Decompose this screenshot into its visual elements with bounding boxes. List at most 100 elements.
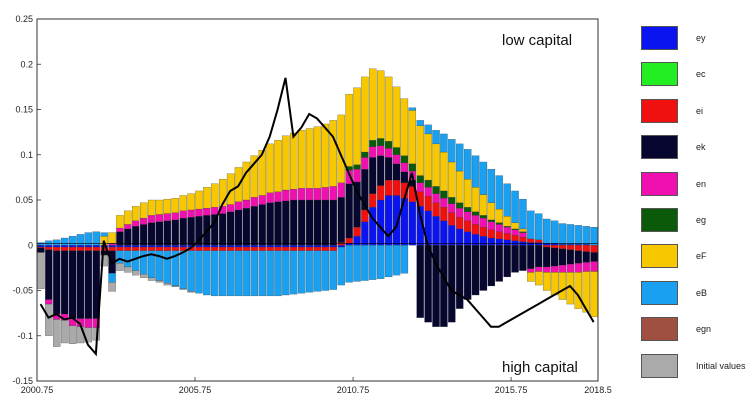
- bar-eg-55: [471, 211, 480, 216]
- bar-ey-52: [448, 225, 456, 246]
- bar-en-63: [535, 266, 543, 272]
- annotation-top: low capital: [502, 32, 572, 49]
- bar-initial-values-19: [187, 291, 195, 293]
- bar-ei-5: [76, 246, 85, 251]
- bar-ef-69: [582, 271, 590, 313]
- bar-ey-57: [487, 237, 496, 246]
- bar-eb-46: [400, 245, 409, 274]
- legend-item-initial-values: Initial values: [641, 353, 748, 390]
- bar-en-65: [550, 265, 559, 273]
- bar-ek-53: [456, 245, 464, 309]
- bar-ey-37: [329, 245, 337, 248]
- bar-eg-52: [448, 197, 456, 204]
- bar-eb-51: [440, 133, 448, 153]
- bar-ey-2: [53, 245, 61, 248]
- bar-ei-36: [321, 246, 330, 251]
- legend-label: ec: [696, 69, 706, 80]
- bar-ek-63: [535, 245, 543, 268]
- bar-eb-31: [282, 250, 290, 296]
- bar-ek-3: [60, 250, 69, 315]
- bar-ei-55: [471, 224, 480, 235]
- bar-ef-43: [377, 70, 385, 139]
- bar-eb-55: [471, 155, 480, 188]
- bar-ei-35: [313, 246, 322, 251]
- legend-swatch: [641, 171, 678, 196]
- bar-ei-42: [369, 193, 377, 208]
- bar-ek-18: [179, 217, 187, 246]
- bar-ek-4: [68, 250, 77, 319]
- bar-ei-2: [53, 246, 61, 251]
- bar-ek-23: [219, 213, 227, 246]
- bar-ef-41: [361, 76, 369, 153]
- bar-ef-37: [329, 120, 337, 187]
- bar-eg-50: [432, 186, 440, 194]
- bar-eg-45: [392, 147, 401, 155]
- bar-ei-11: [124, 246, 132, 251]
- y-axis: -0.15 -0.1 -0.05 0 0.05 0.1 0.15 0.2 0.25: [12, 14, 41, 386]
- bar-eb-36: [321, 250, 330, 291]
- bar-ef-19: [187, 193, 195, 211]
- bar-ef-44: [384, 76, 393, 142]
- bar-en-60: [511, 229, 519, 236]
- bar-eb-3: [60, 237, 69, 246]
- bar-eg-41: [361, 151, 369, 158]
- bar-en-33: [298, 188, 306, 201]
- bar-ef-32: [290, 132, 298, 190]
- y-tick-label-7: 0.2: [20, 59, 33, 69]
- bar-ey-43: [377, 199, 385, 246]
- bar-en-56: [479, 217, 488, 228]
- bar-en-44: [384, 148, 393, 158]
- bar-eb-10: [116, 250, 124, 264]
- bar-ek-15: [155, 221, 164, 246]
- bar-ey-22: [211, 245, 219, 248]
- bar-eb-20: [195, 250, 203, 294]
- bar-ey-11: [124, 245, 132, 248]
- bar-ef-33: [298, 130, 306, 189]
- legend-label: en: [696, 178, 707, 189]
- bar-ey-35: [313, 245, 322, 248]
- bar-ei-65: [550, 245, 559, 249]
- y-tick-label-3: 0: [28, 240, 33, 250]
- bar-ei-64: [542, 245, 551, 248]
- bar-ei-43: [377, 185, 385, 201]
- bar-eg-43: [377, 138, 385, 146]
- bar-en-61: [519, 232, 527, 238]
- bar-en-69: [582, 262, 590, 272]
- bar-en-17: [171, 212, 179, 221]
- bar-ei-25: [234, 246, 243, 251]
- bar-ei-41: [361, 209, 369, 222]
- bar-ek-25: [234, 209, 243, 246]
- bar-en-30: [274, 191, 282, 202]
- bar-en-62: [527, 268, 535, 273]
- bar-ek-24: [226, 211, 235, 246]
- bar-ef-60: [511, 222, 519, 230]
- bar-eb-7: [92, 231, 100, 246]
- bar-en-24: [226, 204, 235, 212]
- bar-ei-30: [274, 246, 282, 251]
- bar-initial-values-12: [132, 270, 140, 276]
- bar-eb-65: [550, 220, 559, 244]
- bar-ei-63: [535, 239, 543, 243]
- bar-initial-values-18: [179, 288, 187, 290]
- bar-eg-60: [511, 228, 519, 230]
- bar-ey-24: [226, 245, 235, 248]
- bar-ek-38: [337, 197, 345, 243]
- bar-eb-4: [68, 236, 77, 246]
- bar-ey-25: [234, 245, 243, 248]
- bar-eb-32: [290, 250, 298, 295]
- legend-swatch: [641, 317, 678, 342]
- bar-ei-9: [108, 246, 116, 251]
- legend-label: eB: [696, 287, 708, 298]
- total-line: [39, 77, 595, 357]
- bar-ek-61: [519, 245, 527, 271]
- bar-ek-51: [440, 245, 448, 327]
- bar-ey-5: [76, 245, 85, 248]
- bar-eb-57: [487, 169, 496, 203]
- bar-eb-70: [590, 227, 598, 246]
- bar-ey-14: [147, 245, 156, 248]
- legend-item-ef: eF: [641, 244, 748, 280]
- bar-en-14: [147, 215, 156, 223]
- y-tick-label-0: -0.15: [12, 376, 33, 386]
- bar-ey-29: [266, 245, 274, 248]
- legend-label: eg: [696, 214, 707, 225]
